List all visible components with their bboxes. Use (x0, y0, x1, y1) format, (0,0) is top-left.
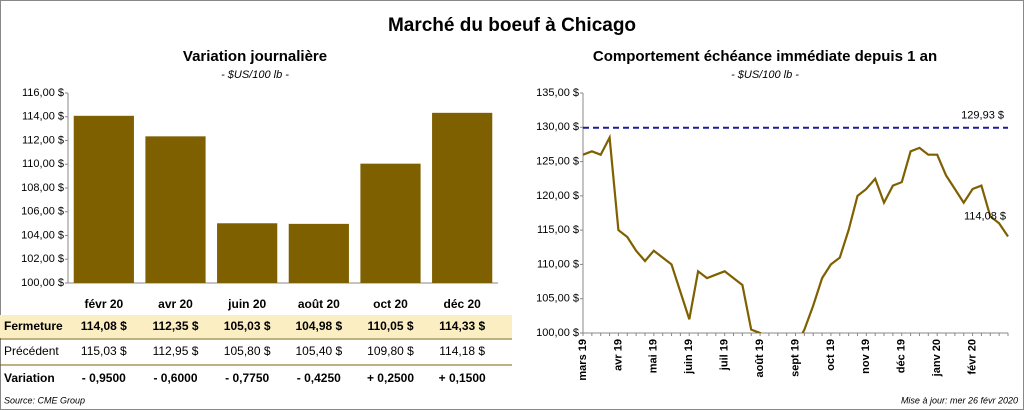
source: Source: CME Group (4, 395, 85, 405)
x-tick-label: août 20 (298, 297, 340, 311)
table-cell: + 0,2500 (367, 371, 414, 385)
y-tick-label: 104,00 $ (21, 229, 64, 241)
table-cell: 110,05 $ (367, 319, 413, 333)
x-tick-label: févr 20 (84, 297, 123, 311)
y-tick-label: 105,00 $ (536, 293, 579, 305)
y-tick-label: 130,00 $ (536, 121, 579, 133)
row-label: Fermeture (4, 319, 63, 333)
table-cell: - 0,4250 (297, 371, 341, 385)
bar (73, 115, 134, 283)
table-cell: 104,98 $ (295, 319, 342, 333)
x-tick-label: oct 20 (373, 297, 408, 311)
x-tick-label: nov 19 (860, 339, 872, 374)
table-cell: 114,18 $ (439, 344, 485, 358)
x-tick-label: déc 19 (896, 339, 908, 373)
table-cell: 105,03 $ (224, 319, 271, 333)
table-cell: 109,80 $ (367, 344, 414, 358)
x-tick-label: oct 19 (825, 339, 837, 371)
y-tick-label: 112,00 $ (22, 134, 64, 146)
table-cell: 115,03 $ (81, 344, 127, 358)
y-tick-label: 114,00 $ (22, 111, 64, 123)
end-label: 114,08 $ (964, 210, 1006, 222)
table-cell: 114,08 $ (81, 319, 127, 333)
y-tick-label: 125,00 $ (536, 155, 579, 167)
x-tick-label: juil 19 (719, 339, 731, 371)
x-tick-label: mai 19 (648, 339, 660, 373)
page-title: Marché du boeuf à Chicago (388, 15, 636, 36)
y-tick-label: 135,00 $ (536, 87, 579, 99)
bar (217, 223, 278, 283)
x-tick-label: juin 20 (227, 297, 266, 311)
y-tick-label: 110,00 $ (537, 258, 579, 270)
x-tick-label: avr 19 (612, 339, 624, 371)
chart-subtitle: - $US/100 lb - (221, 69, 289, 81)
y-tick-label: 120,00 $ (536, 190, 579, 202)
x-tick-label: mars 19 (577, 339, 589, 381)
chart-title: Comportement échéance immédiate depuis 1… (593, 48, 937, 65)
table-cell: 114,33 $ (439, 319, 485, 333)
bar (145, 136, 206, 283)
table-cell: + 0,1500 (439, 371, 486, 385)
bar (288, 223, 349, 283)
x-tick-label: sept 19 (789, 339, 801, 377)
y-tick-label: 116,00 $ (22, 87, 64, 99)
x-tick-label: avr 20 (158, 297, 193, 311)
price-line (583, 133, 1009, 333)
y-tick-label: 115,00 $ (537, 224, 579, 236)
bar (432, 112, 493, 283)
table-cell: - 0,6000 (153, 371, 197, 385)
x-tick-label: août 19 (754, 339, 766, 378)
updated: Mise à jour: mer 26 févr 2020 (901, 395, 1018, 405)
chart-subtitle: - $US/100 lb - (731, 69, 799, 81)
row-label: Variation (4, 371, 55, 385)
y-tick-label: 100,00 $ (21, 277, 64, 289)
row-highlight (0, 315, 512, 338)
x-tick-label: févr 20 (966, 339, 978, 374)
chart-title: Variation journalière (183, 48, 327, 65)
bar (360, 163, 421, 283)
table-cell: 105,80 $ (224, 344, 271, 358)
y-tick-label: 106,00 $ (21, 206, 64, 218)
table-cell: 112,35 $ (152, 319, 198, 333)
table-cell: - 0,7750 (225, 371, 269, 385)
x-tick-label: janv 20 (931, 339, 943, 377)
x-tick-label: juin 19 (683, 339, 695, 375)
plot-area (583, 133, 1009, 333)
reference-label: 129,93 $ (961, 110, 1004, 122)
y-tick-label: 110,00 $ (22, 158, 64, 170)
table-cell: 105,40 $ (295, 344, 342, 358)
row-label: Précédent (4, 344, 59, 358)
y-tick-label: 108,00 $ (21, 182, 64, 194)
table-cell: 112,95 $ (153, 344, 199, 358)
table-cell: - 0,9500 (82, 371, 126, 385)
y-tick-label: 102,00 $ (21, 253, 64, 265)
x-tick-label: déc 20 (443, 297, 481, 311)
y-tick-label: 100,00 $ (536, 327, 579, 339)
